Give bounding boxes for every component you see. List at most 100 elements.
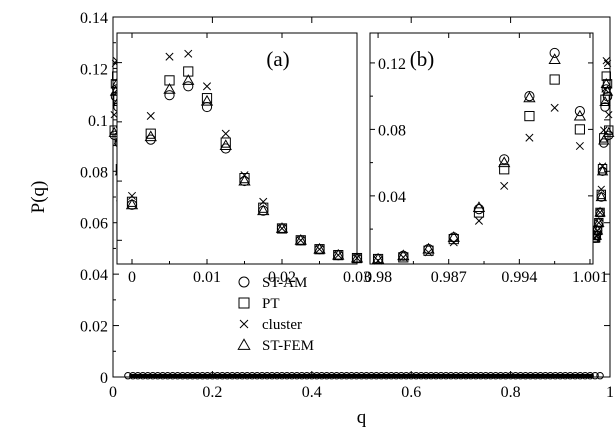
- legend-label-st-fem: ST-FEM: [262, 338, 314, 354]
- main-point-baseline: [253, 372, 261, 380]
- main-point-st-fem-mirror: [599, 96, 611, 106]
- main-point-baseline: [561, 372, 569, 380]
- main-point-baseline: [173, 372, 182, 380]
- main-point-baseline: [318, 372, 326, 380]
- inset-b-point-edge-cluster: [575, 141, 584, 151]
- inset-b-x-tick-label: 1.001: [572, 269, 608, 286]
- main-point-baseline: [213, 372, 222, 380]
- inset-a-x-tick-label: 0.01: [193, 269, 221, 286]
- main-point-baseline: [347, 372, 356, 380]
- main-point-baseline: [482, 372, 490, 380]
- main-point-baseline: [556, 372, 564, 380]
- main-point-baseline: [223, 372, 232, 380]
- legend-marker-st-am: [238, 276, 250, 288]
- inset-b-point-cluster: [449, 238, 458, 247]
- legend-marker-st-fem: [237, 338, 251, 350]
- main-y-axis-label: P(q): [28, 181, 49, 214]
- main-point-baseline: [258, 372, 266, 380]
- main-point-st-fem-mirror: [596, 165, 609, 176]
- main-point-baseline: [218, 372, 227, 380]
- inset-b-point-st-fem: [447, 231, 460, 242]
- main-point-baseline: [362, 372, 371, 380]
- main-point-baseline: [337, 372, 346, 380]
- inset-b-point-edge-pt: [574, 124, 585, 135]
- main-point-baseline: [313, 372, 321, 380]
- main-y-tick-label: 0: [100, 370, 108, 387]
- inset-b-point-st-fem: [397, 249, 410, 261]
- main-point-cluster-mirror: [595, 219, 603, 227]
- inset-b-point-pt: [423, 245, 434, 256]
- main-point-baseline: [457, 372, 465, 380]
- main-point-pt-mirror: [604, 125, 614, 135]
- inset-a-point-cluster: [184, 49, 193, 58]
- main-point-baseline: [462, 372, 470, 380]
- inset-b-point-st-fem: [523, 91, 536, 103]
- main-point-baseline: [581, 372, 589, 380]
- main-x-tick-label: 1: [606, 384, 614, 401]
- main-point-baseline: [124, 372, 132, 380]
- legend-marker-pt: [238, 297, 250, 309]
- inset-b-y-tick-label: 0.04: [378, 189, 406, 206]
- inset-a-point-st-fem: [332, 248, 345, 260]
- baseline-marker-band: [129, 373, 594, 378]
- main-point-baseline: [586, 372, 594, 380]
- main-point-baseline: [516, 372, 525, 380]
- inset-a-point-st-fem: [182, 74, 195, 85]
- legend-label-st-am: ST-AM: [262, 275, 307, 291]
- main-x-tick-label: 0.2: [202, 384, 222, 401]
- main-point-baseline: [496, 372, 505, 380]
- main-point-pt-mirror: [597, 164, 608, 174]
- inset-a-point-st-fem: [313, 242, 326, 254]
- main-point-baseline: [506, 372, 515, 380]
- main-point-baseline: [154, 372, 162, 380]
- inset-a-point-cluster: [202, 82, 212, 91]
- main-point-baseline: [447, 372, 455, 380]
- main-point-baseline: [342, 372, 351, 380]
- inset-a-point-cluster: [334, 251, 343, 260]
- main-point-st-fem-mirror: [601, 85, 614, 96]
- main-point-baseline: [298, 372, 306, 380]
- main-x-tick-label: 0.4: [302, 384, 322, 401]
- main-y-tick-label: 0.08: [80, 164, 108, 181]
- main-point-baseline: [178, 372, 187, 380]
- inset-b-point-st-fem: [548, 53, 561, 65]
- main-point-st-fem-mirror: [591, 224, 604, 235]
- main-point-baseline: [283, 372, 291, 380]
- main-point-baseline: [511, 372, 520, 380]
- inset-b-point-cluster: [500, 181, 509, 190]
- inset-a-point-cluster: [165, 52, 174, 61]
- main-point-pt-mirror: [599, 133, 609, 143]
- main-point-cluster-mirror: [602, 57, 610, 65]
- main-point-baseline: [228, 372, 236, 380]
- inset-b-point-cluster: [424, 248, 433, 257]
- inset-b-point-st-am: [499, 154, 510, 165]
- main-y-tick-label: 0.04: [80, 267, 108, 284]
- main-point-baseline: [566, 372, 574, 380]
- inset-b-point-cluster: [550, 103, 559, 112]
- inset-a-point-cluster: [315, 245, 324, 254]
- inset-b-point-pt: [499, 164, 510, 175]
- main-point-baseline: [387, 372, 396, 380]
- inset-a-point-pt: [145, 128, 156, 139]
- inset-a-point-pt: [258, 202, 269, 213]
- inset-a-point-pt: [201, 93, 213, 104]
- main-point-baseline: [541, 372, 550, 380]
- main-point-cluster: [110, 111, 118, 119]
- inset-b-point-st-fem: [498, 156, 511, 168]
- main-point-baseline: [402, 372, 410, 380]
- main-point-baseline: [472, 372, 480, 380]
- inset-a-point-st-fem: [219, 139, 232, 151]
- main-point-baseline: [596, 372, 604, 380]
- inset-a-x-tick-label: 0.02: [268, 269, 296, 286]
- main-point-cluster-mirror: [605, 111, 613, 119]
- inset-a-point-st-fem: [125, 198, 139, 210]
- inset-a-point-cluster: [277, 224, 287, 233]
- inset-a-point-st-fem: [257, 204, 270, 216]
- inset-b-x-tick-label: 0.98: [364, 269, 392, 286]
- main-point-baseline: [531, 372, 540, 380]
- main-point-baseline: [308, 372, 316, 380]
- main-point-baseline: [144, 372, 152, 380]
- main-point-baseline: [188, 372, 197, 380]
- inset-b-point-edge-st-fem: [573, 109, 587, 121]
- main-y-tick-label: 0.02: [80, 319, 108, 336]
